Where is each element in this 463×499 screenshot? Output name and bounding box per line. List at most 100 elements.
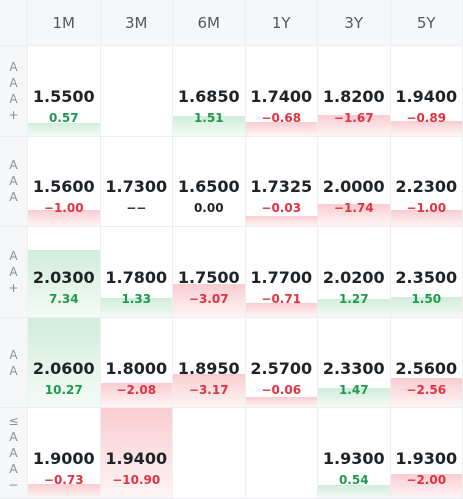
- row-label-char: A: [9, 347, 18, 362]
- rate-value: 1.7325: [250, 177, 313, 197]
- rate-cell-1m[interactable]: 1.5600 −1.00: [28, 136, 101, 228]
- row-label-char: A: [9, 91, 18, 106]
- rate-cell-6m: [173, 408, 246, 499]
- rate-value: 1.7700: [250, 267, 313, 287]
- rate-cell-3m[interactable]: 1.7300 −−: [100, 136, 173, 228]
- change-value: −2.08: [116, 382, 157, 397]
- row-label: A A A +: [8, 59, 18, 123]
- column-header-1m[interactable]: 1M: [28, 0, 101, 46]
- change-value: 0.54: [338, 473, 369, 488]
- corner-cell: [0, 0, 28, 46]
- rate-value: 1.8200: [322, 86, 385, 106]
- rate-value: 1.5500: [32, 86, 95, 106]
- rate-value: 1.9300: [395, 449, 458, 469]
- row-label-char: A: [9, 174, 18, 189]
- row-label-char: A: [9, 363, 18, 378]
- rate-cell-1y[interactable]: 1.7400 −0.68: [245, 46, 318, 137]
- rate-value: 2.0000: [322, 177, 385, 197]
- change-heat-bar: [245, 397, 317, 408]
- rate-value: 1.7300: [105, 177, 168, 197]
- rate-cell-1m[interactable]: 1.9000 −0.73: [28, 408, 101, 499]
- row-label-char: A: [9, 446, 18, 461]
- rate-value: 1.9000: [32, 449, 95, 469]
- change-value: −0.71: [261, 291, 302, 306]
- rate-cell-3m: [100, 46, 173, 137]
- row-header-1[interactable]: A A A +: [0, 46, 28, 137]
- rate-cell-3y[interactable]: 2.0000 −1.74: [318, 136, 391, 228]
- rate-cell-6m[interactable]: 1.6500 0.00: [173, 136, 246, 228]
- rate-value: 2.3500: [395, 267, 458, 287]
- row-label-char: ≤: [8, 414, 19, 429]
- row-label-char: −: [8, 478, 19, 493]
- change-value: −0.89: [406, 110, 447, 125]
- rate-value: 1.9400: [395, 86, 458, 106]
- rate-value: 2.5600: [395, 358, 458, 378]
- change-value: 1.33: [121, 291, 152, 306]
- rate-cell-3y[interactable]: 1.8200 −1.67: [318, 46, 391, 137]
- rate-value: 2.0200: [322, 267, 385, 287]
- column-header-1y[interactable]: 1Y: [245, 0, 318, 46]
- change-value: −10.90: [112, 473, 161, 488]
- change-value: −1.67: [333, 110, 374, 125]
- row-label-char: A: [9, 264, 18, 279]
- change-value: −−: [126, 201, 147, 216]
- change-value: −0.68: [261, 110, 302, 125]
- rate-cell-6m[interactable]: 1.6850 1.51: [173, 46, 246, 137]
- change-value: −1.00: [406, 201, 447, 216]
- rate-cell-3m[interactable]: 1.8000 −2.08: [100, 317, 173, 409]
- rate-cell-3y[interactable]: 1.9300 0.54: [318, 408, 391, 499]
- rate-value: 2.0300: [32, 267, 95, 287]
- rate-cell-5y[interactable]: 1.9400 −0.89: [390, 46, 463, 137]
- rate-cell-1y[interactable]: 2.5700 −0.06: [245, 317, 318, 409]
- rate-cell-6m[interactable]: 1.7500 −3.07: [173, 227, 246, 318]
- row-label-char: A: [9, 462, 18, 477]
- change-value: −1.74: [333, 201, 374, 216]
- change-value: −2.00: [406, 473, 447, 488]
- rate-cell-1m[interactable]: 1.5500 0.57: [28, 46, 101, 137]
- change-value: 0.00: [193, 201, 224, 216]
- rate-cell-1y[interactable]: 1.7325 −0.03: [245, 136, 318, 228]
- rate-cell-1m[interactable]: 2.0600 10.27: [28, 317, 101, 409]
- column-header-6m[interactable]: 6M: [173, 0, 246, 46]
- rate-cell-3m[interactable]: 1.7800 1.33: [100, 227, 173, 318]
- column-header-3y[interactable]: 3Y: [318, 0, 391, 46]
- rate-cell-1m[interactable]: 2.0300 7.34: [28, 227, 101, 318]
- rate-cell-1y[interactable]: 1.7700 −0.71: [245, 227, 318, 318]
- row-label-char: A: [9, 75, 18, 90]
- row-header-5[interactable]: ≤ A A A −: [0, 408, 28, 499]
- rate-cell-3y[interactable]: 2.0200 1.27: [318, 227, 391, 318]
- rate-value: 1.6500: [177, 177, 240, 197]
- change-value: −3.17: [188, 382, 229, 397]
- column-header-5y[interactable]: 5Y: [390, 0, 463, 46]
- row-label-char: A: [9, 59, 18, 74]
- rate-value: 1.7400: [250, 86, 313, 106]
- change-value: 7.34: [48, 291, 79, 306]
- change-value: 10.27: [44, 382, 83, 397]
- change-value: −0.73: [43, 473, 84, 488]
- row-label-char: A: [9, 248, 18, 263]
- row-header-3[interactable]: A A +: [0, 227, 28, 318]
- row-label-char: A: [9, 158, 18, 173]
- rate-value: 1.5600: [32, 177, 95, 197]
- rate-cell-5y[interactable]: 2.5600 −2.56: [390, 317, 463, 409]
- rate-cell-5y[interactable]: 1.9300 −2.00: [390, 408, 463, 499]
- rate-cell-3y[interactable]: 2.3300 1.47: [318, 317, 391, 409]
- change-value: 1.27: [338, 291, 369, 306]
- change-value: −2.56: [406, 382, 447, 397]
- rate-value: 1.9400: [105, 449, 168, 469]
- rate-value: 1.7800: [105, 267, 168, 287]
- change-heat-bar: [245, 216, 317, 227]
- row-label: ≤ A A A −: [8, 413, 18, 493]
- rate-cell-3m[interactable]: 1.9400 −10.90: [100, 408, 173, 499]
- rate-cell-5y[interactable]: 2.2300 −1.00: [390, 136, 463, 228]
- change-value: 1.51: [193, 110, 224, 125]
- column-header-3m[interactable]: 3M: [100, 0, 173, 46]
- rate-cell-6m[interactable]: 1.8950 −3.17: [173, 317, 246, 409]
- rate-cell-5y[interactable]: 2.3500 1.50: [390, 227, 463, 318]
- change-value: −0.06: [261, 382, 302, 397]
- rate-value: 1.7500: [177, 267, 240, 287]
